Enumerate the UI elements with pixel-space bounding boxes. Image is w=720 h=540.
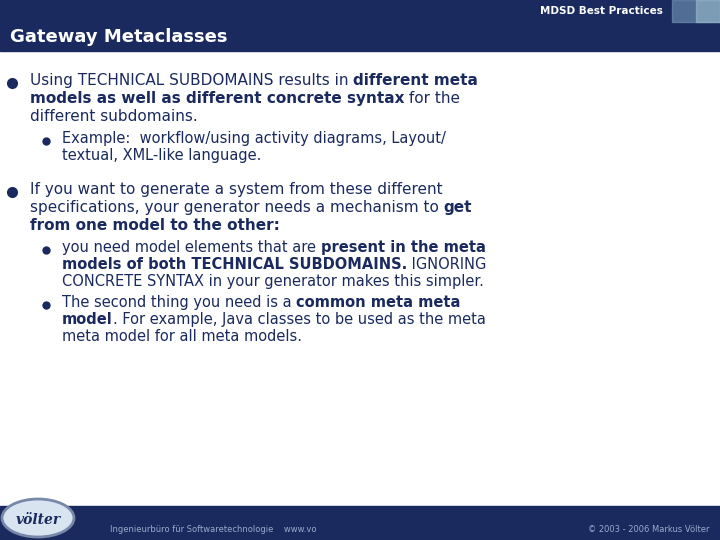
- Ellipse shape: [2, 499, 74, 537]
- Text: different meta: different meta: [354, 73, 478, 88]
- Text: IGNORING: IGNORING: [408, 257, 487, 272]
- Text: different subdomains.: different subdomains.: [30, 109, 198, 124]
- Bar: [0, 0, 720, 22]
- Text: model: model: [62, 312, 113, 327]
- Text: for the: for the: [405, 91, 461, 106]
- Text: meta model for all meta models.: meta model for all meta models.: [62, 329, 302, 344]
- Text: present in the meta: present in the meta: [320, 240, 485, 255]
- Text: If you want to generate a system from these different: If you want to generate a system from th…: [30, 182, 443, 197]
- Text: The second thing you need is a: The second thing you need is a: [62, 295, 296, 310]
- Bar: [672, 0, 720, 22]
- Text: textual, XML-like language.: textual, XML-like language.: [62, 148, 261, 163]
- Text: models as well as different concrete syntax: models as well as different concrete syn…: [30, 91, 405, 106]
- Bar: [696, 0, 720, 22]
- Text: you need model elements that are: you need model elements that are: [62, 240, 320, 255]
- Text: . For example, Java classes to be used as the meta: . For example, Java classes to be used a…: [113, 312, 485, 327]
- Text: völter: völter: [15, 513, 60, 527]
- Bar: [0, 23, 720, 51]
- Text: models of both TECHNICAL SUBDOMAINS.: models of both TECHNICAL SUBDOMAINS.: [62, 257, 408, 272]
- Text: CONCRETE SYNTAX in your generator makes this simpler.: CONCRETE SYNTAX in your generator makes …: [62, 274, 484, 289]
- Bar: [0, 506, 720, 540]
- Text: Gateway Metaclasses: Gateway Metaclasses: [10, 28, 228, 46]
- Text: Example:  workflow/using activity diagrams, Layout/: Example: workflow/using activity diagram…: [62, 131, 446, 146]
- Text: MDSD Best Practices: MDSD Best Practices: [540, 6, 663, 16]
- Text: Using TECHNICAL SUBDOMAINS results in: Using TECHNICAL SUBDOMAINS results in: [30, 73, 354, 88]
- Text: from one model to the other:: from one model to the other:: [30, 218, 280, 233]
- Text: get: get: [444, 200, 472, 215]
- Text: © 2003 - 2006 Markus Völter: © 2003 - 2006 Markus Völter: [588, 524, 710, 534]
- Text: common meta meta: common meta meta: [296, 295, 461, 310]
- Text: specifications, your generator needs a mechanism to: specifications, your generator needs a m…: [30, 200, 444, 215]
- Text: Ingenieurbüro für Softwaretechnologie    www.vo: Ingenieurbüro für Softwaretechnologie ww…: [110, 524, 317, 534]
